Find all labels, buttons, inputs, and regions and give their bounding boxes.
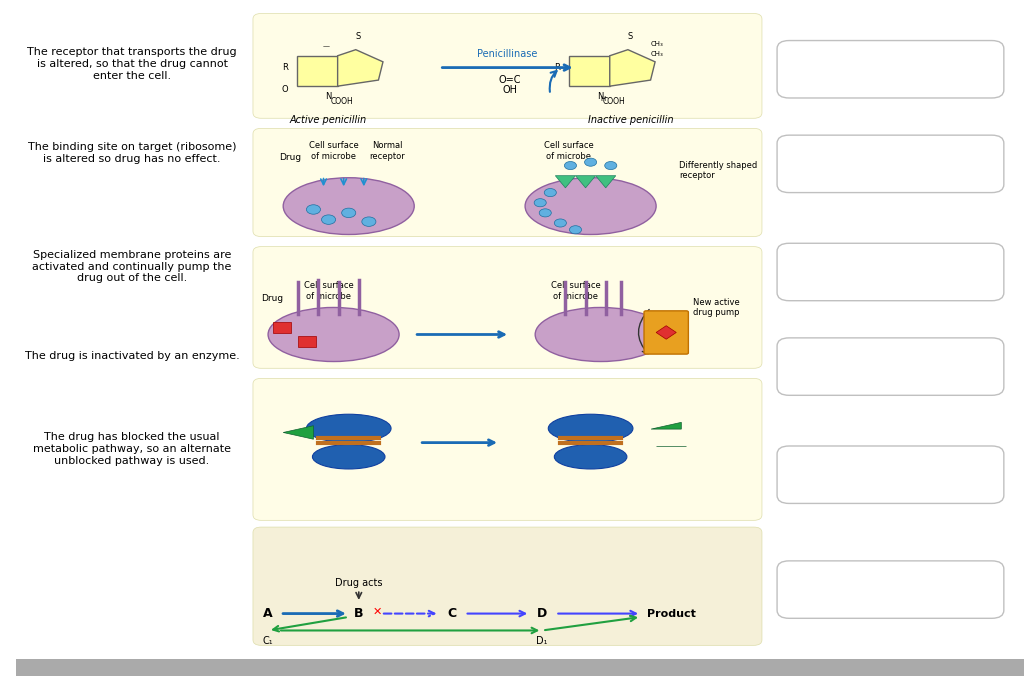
FancyBboxPatch shape	[253, 379, 762, 521]
Text: Zoom: Zoom	[101, 661, 141, 674]
Bar	[16, 659, 1024, 676]
Polygon shape	[609, 49, 655, 86]
Text: Cell surface
of microbe: Cell surface of microbe	[551, 281, 600, 301]
Ellipse shape	[525, 178, 656, 235]
Text: New active
drug pump: New active drug pump	[693, 297, 740, 317]
Text: Drug acts: Drug acts	[335, 578, 383, 588]
Text: OH: OH	[503, 85, 517, 95]
Text: N: N	[597, 92, 604, 101]
Circle shape	[306, 205, 321, 214]
Text: S: S	[355, 32, 360, 41]
Text: The receptor that transports the drug
is altered, so that the drug cannot
enter : The receptor that transports the drug is…	[28, 47, 237, 80]
Text: The binding site on target (ribosome)
is altered so drug has no effect.: The binding site on target (ribosome) is…	[28, 142, 237, 164]
Polygon shape	[297, 55, 338, 86]
Text: CH₃: CH₃	[650, 51, 664, 57]
Text: S: S	[628, 32, 633, 41]
Text: Reset: Reset	[38, 661, 78, 674]
Ellipse shape	[268, 308, 399, 362]
Text: COOH: COOH	[603, 97, 626, 106]
Circle shape	[585, 158, 597, 166]
Text: Drug: Drug	[280, 153, 301, 162]
Text: Normal
receptor: Normal receptor	[369, 141, 404, 161]
Circle shape	[342, 208, 355, 218]
Text: C₁: C₁	[263, 635, 273, 646]
Text: Active penicillin: Active penicillin	[290, 115, 368, 125]
Circle shape	[322, 215, 336, 224]
Text: O: O	[282, 84, 288, 94]
FancyBboxPatch shape	[298, 336, 316, 347]
Text: D: D	[538, 607, 548, 620]
FancyBboxPatch shape	[253, 247, 762, 368]
FancyBboxPatch shape	[253, 527, 762, 646]
Circle shape	[569, 226, 582, 234]
Text: C: C	[446, 607, 456, 620]
Ellipse shape	[536, 308, 667, 362]
Circle shape	[554, 219, 566, 227]
FancyBboxPatch shape	[777, 135, 1004, 193]
Text: Penicillinase: Penicillinase	[477, 49, 538, 59]
Text: COOH: COOH	[331, 97, 353, 106]
Polygon shape	[555, 176, 575, 188]
Circle shape	[535, 199, 546, 207]
Text: Differently shaped
receptor: Differently shaped receptor	[679, 161, 758, 180]
Text: The drug is inactivated by an enzyme.: The drug is inactivated by an enzyme.	[25, 352, 240, 362]
FancyBboxPatch shape	[253, 128, 762, 237]
Text: Drug: Drug	[261, 294, 284, 303]
Text: R: R	[554, 64, 560, 72]
Text: A: A	[263, 607, 272, 620]
Text: R: R	[282, 64, 288, 72]
FancyBboxPatch shape	[777, 243, 1004, 301]
Ellipse shape	[284, 178, 415, 235]
Text: ✕: ✕	[373, 606, 382, 617]
FancyBboxPatch shape	[777, 338, 1004, 395]
Polygon shape	[284, 426, 313, 439]
Text: Product: Product	[647, 608, 695, 619]
Ellipse shape	[312, 445, 385, 469]
Polygon shape	[575, 176, 596, 188]
FancyBboxPatch shape	[644, 311, 688, 354]
FancyBboxPatch shape	[253, 14, 762, 118]
Ellipse shape	[554, 445, 627, 469]
Circle shape	[605, 162, 616, 170]
Text: Specialized membrane proteins are
activated and continually pump the
drug out of: Specialized membrane proteins are activa…	[33, 250, 231, 283]
Text: Inactive penicillin: Inactive penicillin	[588, 115, 674, 125]
Circle shape	[564, 162, 577, 170]
Text: B: B	[354, 607, 364, 620]
Circle shape	[544, 189, 556, 197]
Polygon shape	[656, 326, 676, 339]
Polygon shape	[569, 55, 609, 86]
Text: N: N	[326, 92, 332, 101]
FancyBboxPatch shape	[777, 446, 1004, 504]
FancyBboxPatch shape	[777, 561, 1004, 619]
Text: Cell surface
of microbe: Cell surface of microbe	[304, 281, 353, 301]
Circle shape	[361, 217, 376, 226]
Ellipse shape	[548, 414, 633, 443]
Text: The drug has blocked the usual
metabolic pathway, so an alternate
unblocked path: The drug has blocked the usual metabolic…	[33, 433, 231, 466]
Text: D₁: D₁	[537, 635, 548, 646]
Circle shape	[540, 209, 551, 217]
Text: Cell surface
of microbe: Cell surface of microbe	[544, 141, 593, 161]
FancyBboxPatch shape	[273, 322, 291, 333]
Text: O=C: O=C	[499, 75, 521, 84]
Polygon shape	[596, 176, 615, 188]
Text: CH₃: CH₃	[650, 41, 664, 47]
Text: H: H	[600, 96, 605, 102]
Ellipse shape	[306, 414, 391, 443]
Polygon shape	[651, 422, 681, 429]
FancyBboxPatch shape	[777, 41, 1004, 98]
Text: Cell surface
of microbe: Cell surface of microbe	[308, 141, 358, 161]
Polygon shape	[338, 49, 383, 86]
Text: —: —	[323, 44, 330, 49]
